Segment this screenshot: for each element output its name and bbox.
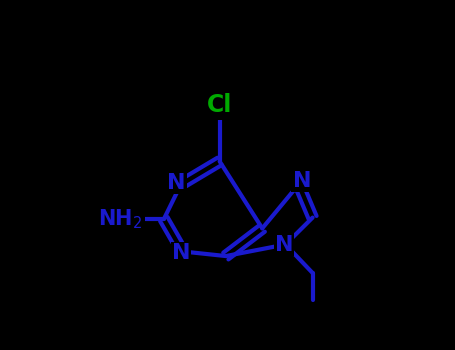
Text: N: N	[275, 234, 293, 254]
Text: Cl: Cl	[207, 93, 233, 117]
Text: N: N	[167, 173, 186, 193]
Text: N: N	[172, 243, 190, 263]
Text: NH$_2$: NH$_2$	[98, 207, 143, 231]
Text: N: N	[293, 172, 311, 191]
